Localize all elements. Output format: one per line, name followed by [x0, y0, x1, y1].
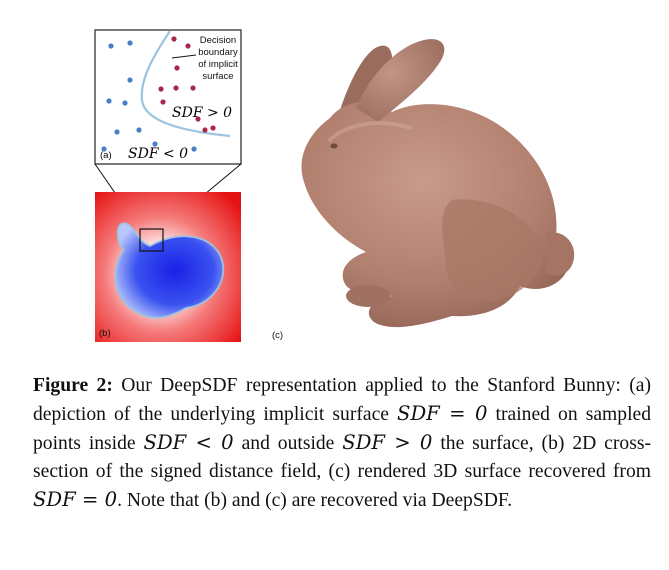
decision-boundary-curve	[140, 30, 231, 138]
figure-caption: Figure 2: Our DeepSDF representation app…	[33, 372, 651, 515]
boundary-label-line-3: of implicit	[198, 59, 238, 70]
caption-math-2: SDF < 0	[143, 431, 234, 454]
inside-point	[114, 129, 120, 135]
outside-point	[185, 43, 191, 49]
inside-point	[191, 146, 197, 152]
outside-point	[173, 85, 179, 91]
stanford-bunny-render	[301, 39, 575, 328]
inside-point	[127, 77, 133, 83]
bunny-highlight	[328, 121, 412, 142]
inside-point	[152, 141, 158, 147]
caption-math-3: SDF > 0	[342, 431, 433, 454]
boundary-label-line-1: Decision	[200, 35, 236, 46]
figure-label: Figure 2:	[33, 375, 113, 396]
outside-points	[158, 36, 216, 133]
zoom-region-box	[139, 228, 164, 252]
sdf-negative-label: SDF < 0	[128, 146, 188, 162]
boundary-pointer-line	[171, 54, 197, 59]
bunny-ear-front	[356, 39, 445, 122]
caption-text-1: Our DeepSDF representation applied to th…	[33, 375, 651, 425]
boundary-label-line-2: boundary	[198, 47, 238, 58]
caption-text-2: trained on sampled points inside	[33, 404, 652, 454]
inside-point	[106, 98, 112, 104]
figure-2: Decision boundary of implicit surface SD…	[94, 29, 575, 342]
panel-b-label: (b)	[99, 328, 111, 339]
inside-point	[101, 146, 107, 152]
bunny-eye-icon	[330, 143, 338, 149]
inside-point	[108, 43, 114, 49]
inside-point	[122, 100, 128, 106]
panel-a: Decision boundary of implicit surface SD…	[94, 29, 242, 165]
outside-point	[210, 125, 216, 131]
bunny-body	[301, 101, 570, 328]
inside-points	[101, 40, 197, 152]
inside-point	[136, 127, 142, 133]
outside-point	[202, 127, 208, 133]
caption-text-4: the surface, (b) 2D cross-section of the…	[33, 433, 651, 482]
outside-point	[158, 86, 164, 92]
caption-text-5: . Note that (b) and (c) are recovered vi…	[117, 490, 513, 511]
boundary-label-line-4: surface	[202, 71, 233, 82]
panel-a-frame	[94, 29, 242, 165]
panel-c: (c)	[272, 39, 575, 341]
outside-point	[171, 36, 177, 42]
caption-math-4: SDF = 0	[33, 488, 118, 511]
inside-point	[127, 40, 133, 46]
caption-text-3: and outside	[233, 433, 343, 454]
bunny-front-foot	[346, 285, 390, 307]
panel-c-label: (c)	[272, 330, 283, 341]
caption-math-1: SDF = 0	[397, 402, 488, 425]
outside-point	[160, 99, 166, 105]
outside-point	[195, 116, 201, 122]
outside-point	[190, 85, 196, 91]
bunny-tail	[546, 232, 575, 276]
outside-point	[174, 65, 180, 71]
panel-a-label: (a)	[100, 150, 112, 161]
sdf-positive-label: SDF > 0	[172, 105, 232, 121]
bunny-haunch-shadow	[442, 199, 542, 302]
panel-b: (b)	[95, 192, 241, 342]
